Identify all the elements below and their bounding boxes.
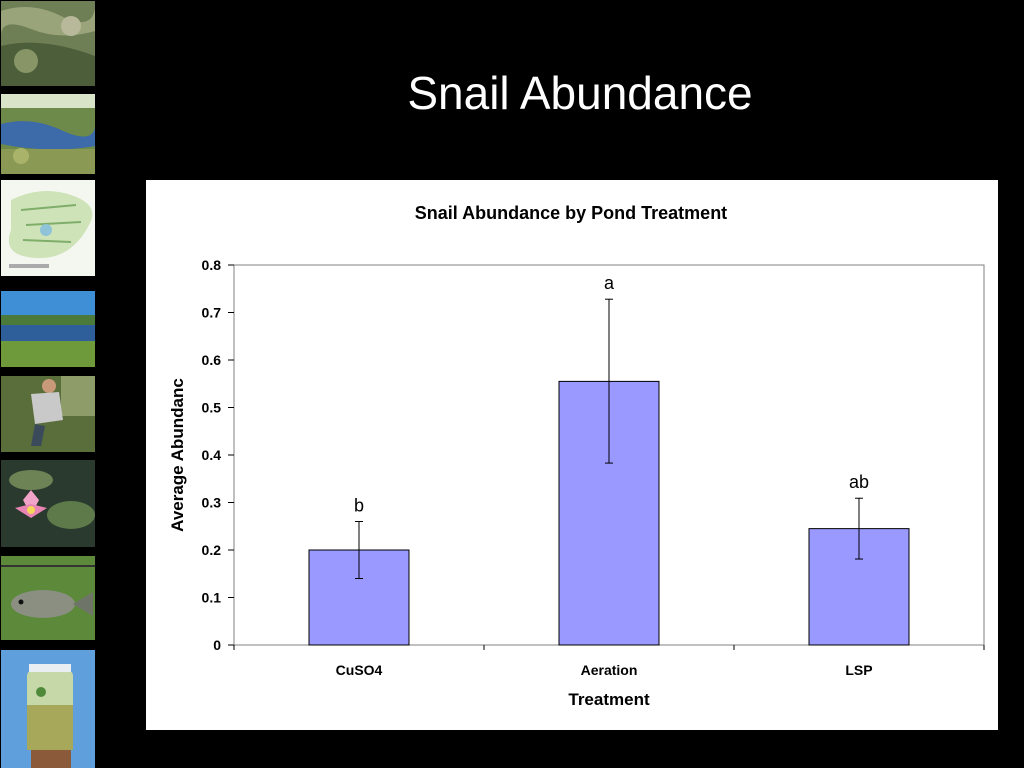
y-tick-label: 0.5 (202, 400, 222, 416)
y-tick-label: 0.4 (202, 447, 222, 463)
water-sample-jar-photo (1, 650, 95, 768)
x-axis-label: Treatment (568, 690, 650, 709)
y-tick-label: 0.2 (202, 542, 222, 558)
chart-panel: Snail Abundance by Pond Treatment 0 0.1 0.… (146, 180, 998, 730)
field-worker-photo (1, 376, 95, 452)
lake-shore-photo (1, 291, 95, 367)
fish-on-grass-photo (1, 556, 95, 640)
x-tick-label: Aeration (581, 662, 638, 678)
x-tick-label: CuSO4 (336, 662, 383, 678)
marsh-pond-photo (1, 94, 95, 174)
y-tick-label: 0.8 (202, 257, 222, 273)
sidebar-photo-strip (0, 0, 96, 768)
x-axis: CuSO4 Aeration LSP (233, 645, 985, 678)
x-tick-label: LSP (845, 662, 872, 678)
y-tick-label: 0.7 (202, 305, 222, 321)
significance-label: b (354, 496, 364, 516)
y-tick-label: 0.3 (202, 495, 222, 511)
chart-title: Snail Abundance by Pond Treatment (415, 203, 727, 223)
site-map-photo (1, 180, 95, 276)
bar-chart: Snail Abundance by Pond Treatment 0 0.1 0.… (168, 203, 985, 709)
y-axis-label: Average Abundanc (168, 378, 187, 532)
water-lily-photo (1, 460, 95, 547)
y-tick-label: 0.6 (202, 352, 222, 368)
aerial-pond-photo (1, 1, 95, 86)
slide-title: Snail Abundance (407, 67, 753, 119)
y-tick-label: 0.1 (202, 590, 222, 606)
significance-label: a (604, 273, 615, 293)
y-tick-label: 0 (213, 637, 221, 653)
bar-series: b a ab (308, 273, 910, 646)
y-axis: 0 0.1 0.2 0.3 0.4 0.5 0.6 0.7 0.8 (202, 257, 234, 653)
significance-label: ab (849, 472, 869, 492)
